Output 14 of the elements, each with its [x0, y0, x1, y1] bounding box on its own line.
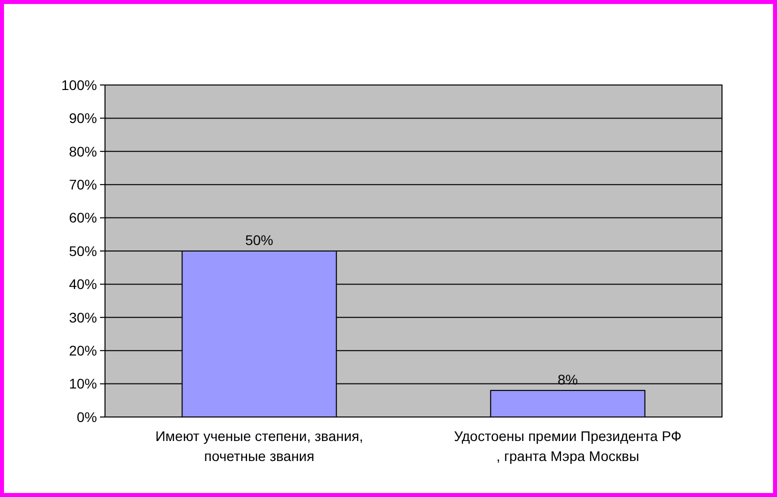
data-label: 50% — [245, 232, 274, 248]
y-tick-label: 60% — [68, 210, 97, 226]
y-tick-label: 70% — [68, 176, 97, 192]
x-tick-label: Имеют ученые степени, звания, почетные звания — [155, 428, 364, 464]
y-tick-label: 80% — [68, 143, 97, 160]
y-tick-label: 30% — [68, 309, 97, 326]
y-tick-label: 100% — [61, 76, 97, 93]
x-tick-label: Удостоены премии Президента РФ , гранта Мэра Москвы — [454, 428, 682, 464]
y-tick-label: 50% — [68, 242, 97, 259]
y-tick-label: 10% — [68, 376, 97, 392]
y-tick-label: 90% — [68, 110, 97, 126]
y-tick-label: 40% — [68, 276, 97, 292]
y-tick-label: 0% — [76, 408, 97, 425]
y-tick-label: 20% — [68, 342, 97, 358]
